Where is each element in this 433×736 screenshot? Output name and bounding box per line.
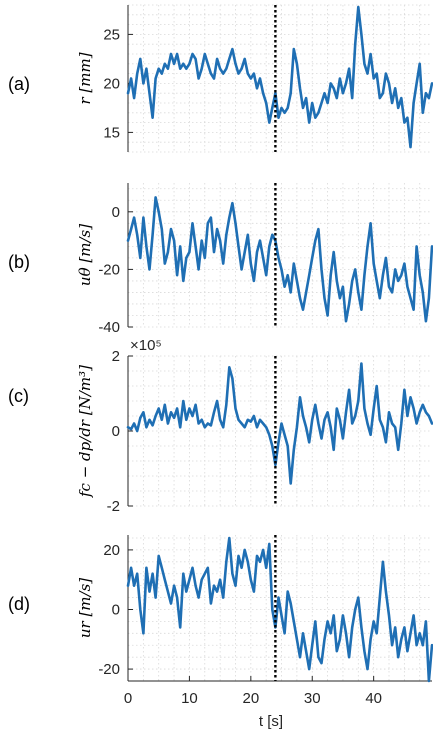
chart-panel-2: -40 -20 0 (b) uθ [m/s]	[8, 183, 433, 336]
x-tick-label: 30	[304, 690, 321, 707]
y-tick-label: 0	[112, 601, 120, 618]
y-tick-label: 20	[103, 542, 120, 559]
x-tick-label: 40	[365, 690, 382, 707]
series-line	[126, 5, 433, 149]
y-axis-label: uθ [m/s]	[76, 224, 94, 286]
y-axis-label: fc − dp/dr [N/m³]	[76, 365, 94, 498]
y-tick-label: 0	[112, 423, 120, 440]
y-tick-label: -20	[98, 261, 120, 278]
x-tick-label: 20	[242, 690, 259, 707]
y-axis-label: r [mm]	[76, 52, 94, 104]
x-axis-label: t [s]	[259, 713, 283, 730]
panel-label: (d)	[8, 594, 30, 614]
chart-panel-1: 15 20 25 (a) r [mm]	[8, 4, 433, 153]
x-tick-label: 0	[124, 690, 132, 707]
series-line	[126, 196, 433, 323]
y-tick-label: 15	[103, 124, 120, 141]
y-tick-label: -2	[107, 498, 120, 515]
panel-label: (b)	[8, 252, 30, 272]
y-axis-exponent: ×10⁵	[130, 337, 162, 354]
panel-label: (c)	[8, 386, 29, 406]
y-tick-label: 0	[112, 204, 120, 221]
series-line	[126, 536, 433, 683]
y-tick-label: -40	[98, 319, 120, 336]
y-axis-label: ur [m/s]	[76, 578, 94, 638]
y-tick-label: -20	[98, 661, 120, 678]
y-tick-label: 25	[103, 26, 120, 43]
chart-panel-3: -2 0 2 ×10⁵ (c) fc − dp/dr [N/m³]	[8, 337, 433, 515]
x-tick-label: 10	[181, 690, 198, 707]
y-tick-label: 20	[103, 75, 120, 92]
y-tick-label: 2	[112, 348, 120, 365]
panel-label: (a)	[8, 74, 30, 94]
series-line	[126, 362, 433, 485]
